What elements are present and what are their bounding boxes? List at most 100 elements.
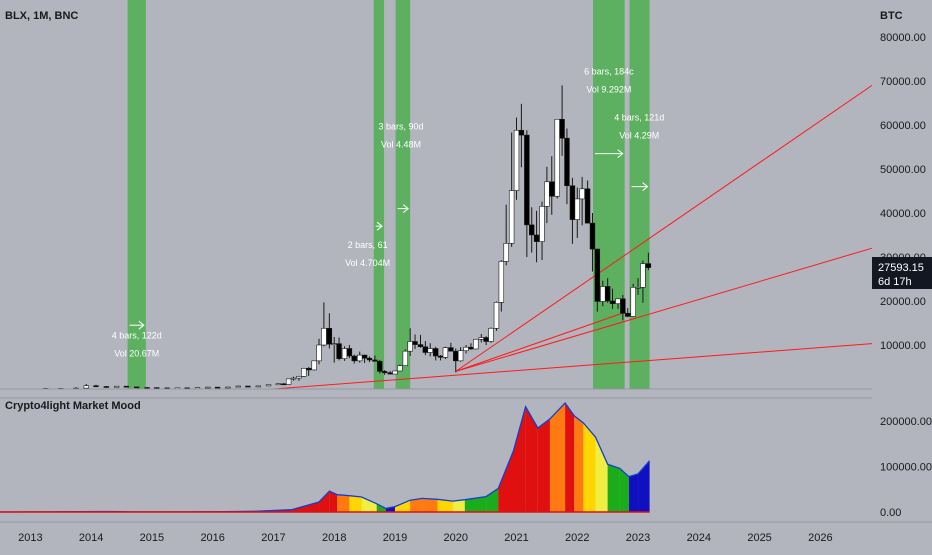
time-tick-label: 2023 — [626, 532, 650, 544]
price-badge-countdown: 6d 17h — [878, 276, 912, 288]
time-tick-label: 2026 — [808, 532, 832, 544]
candle — [145, 387, 150, 388]
candle — [205, 387, 210, 388]
candle-body-up — [514, 130, 519, 190]
candle — [276, 383, 281, 385]
time-tick-label: 2024 — [687, 532, 711, 544]
candle-body-down — [565, 138, 570, 186]
candle — [215, 387, 220, 388]
price-tick-label: 50000.00 — [880, 164, 926, 176]
candle-body-down — [367, 358, 372, 360]
mood-segment — [629, 474, 638, 512]
candle-body-down — [246, 386, 251, 387]
candle-body-down — [433, 349, 438, 356]
candle — [393, 371, 398, 375]
price-tick-label: 20000.00 — [880, 296, 926, 308]
candle-body-up — [540, 206, 545, 241]
time-tick-label: 2020 — [444, 532, 468, 544]
zone-bars-label: 2 bars, 61 — [348, 240, 388, 250]
price-tick-label: 80000.00 — [880, 32, 926, 44]
zone-volume-label: Vol 20.67M — [114, 348, 159, 358]
zone-volume-label: Vol 4.704M — [345, 258, 390, 268]
candle-body-down — [423, 347, 428, 353]
candle — [266, 385, 271, 386]
time-tick-label: 2014 — [79, 532, 103, 544]
candle-body-up — [342, 349, 347, 359]
candle-body-down — [362, 355, 367, 358]
candle-body-up — [357, 355, 362, 361]
candle-body-down — [438, 356, 443, 357]
candle — [312, 361, 317, 371]
candle-body-up — [286, 379, 291, 384]
candle-body-down — [418, 345, 423, 347]
candle-body-up — [489, 328, 494, 341]
candle-body-up — [504, 243, 509, 261]
time-tick-label: 2019 — [383, 532, 407, 544]
candle-body-up — [256, 386, 261, 387]
candle-body-up — [631, 287, 636, 316]
zone-bars-label: 4 bars, 121d — [614, 113, 664, 123]
candle-body-down — [134, 387, 139, 388]
candle-body-up — [317, 345, 322, 361]
candle-body-up — [494, 302, 499, 328]
candle-body-down — [560, 119, 565, 138]
mood-tick-label: 200000.00 — [880, 416, 932, 428]
zone-bars-label: 3 bars, 90d — [379, 121, 424, 131]
candle-body-down — [469, 347, 474, 349]
price-tick-label: 10000.00 — [880, 340, 926, 352]
candle-body-down — [610, 301, 615, 304]
candle-body-up — [297, 376, 302, 378]
candle-body-down — [306, 368, 311, 370]
candle-body-up — [555, 119, 560, 196]
price-tick-label: 60000.00 — [880, 120, 926, 132]
candle — [154, 388, 159, 389]
candle-body-down — [549, 182, 554, 197]
zone-bars-label: 6 bars, 184c — [584, 66, 634, 76]
candle-body-down — [373, 360, 378, 361]
candle-body-down — [347, 349, 352, 356]
candle — [236, 386, 241, 387]
mood-segment — [550, 403, 565, 512]
candle-body-down — [327, 328, 332, 344]
time-tick-label: 2025 — [747, 532, 771, 544]
candle — [631, 284, 636, 317]
time-tick-label: 2021 — [504, 532, 528, 544]
candle-body-down — [524, 135, 529, 225]
candle-body-up — [499, 261, 504, 302]
candle-body-up — [205, 387, 210, 388]
candle-body-down — [94, 386, 99, 387]
zone-volume-label: Vol 4.29M — [619, 131, 659, 141]
candle-body-up — [544, 182, 549, 207]
candle — [195, 388, 200, 389]
candle-body-up — [464, 347, 469, 351]
candle-body-down — [104, 386, 109, 387]
candle-body-up — [312, 361, 317, 370]
highlight-zone — [396, 0, 411, 389]
candle-body-down — [519, 130, 524, 135]
mood-segment — [565, 403, 574, 512]
candle-body-up — [509, 191, 514, 244]
candle-body-up — [443, 348, 448, 358]
mood-tick-label: 0.00 — [880, 507, 901, 519]
candle-body-down — [215, 387, 220, 388]
candle-body-up — [580, 189, 585, 199]
candle — [114, 386, 119, 387]
candle-body-up — [479, 338, 484, 340]
mood-segment — [337, 495, 349, 512]
mood-segment — [608, 464, 620, 512]
candle-body-down — [377, 361, 382, 371]
mood-segment — [583, 423, 595, 512]
candle-body-up — [393, 371, 398, 374]
price-badge-value: 27593.15 — [878, 262, 924, 274]
candle-body-up — [236, 386, 241, 387]
highlight-zone — [630, 0, 650, 389]
candle-body-down — [413, 341, 418, 344]
time-tick-label: 2016 — [200, 532, 224, 544]
candle-body-up — [575, 199, 580, 220]
candle — [301, 368, 306, 377]
candle — [489, 327, 494, 342]
candle-body-up — [408, 341, 413, 351]
candle — [225, 387, 230, 388]
candle — [443, 347, 448, 359]
